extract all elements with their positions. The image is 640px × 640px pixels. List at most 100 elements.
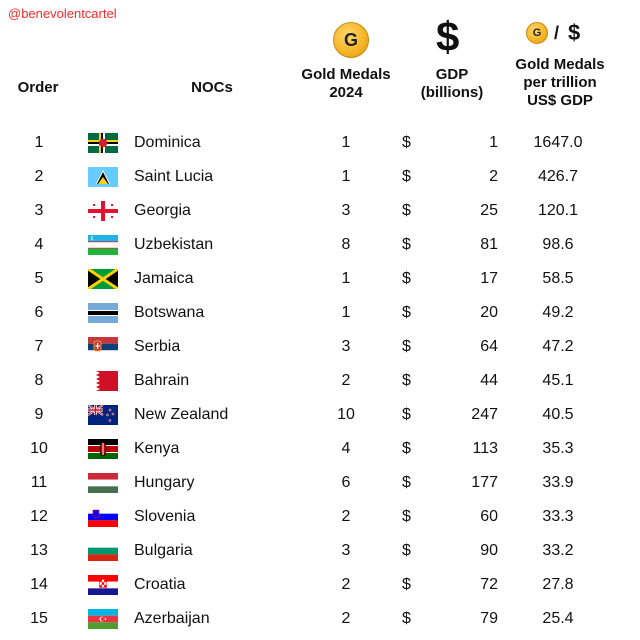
country-name-cell: Saint Lucia xyxy=(134,168,214,185)
gold-medals-cell: 2 xyxy=(341,610,351,627)
currency-symbol: $ xyxy=(402,542,411,559)
botswana-flag-icon xyxy=(88,303,118,323)
new-zealand-flag-icon xyxy=(87,404,118,425)
order-cell: 6 xyxy=(34,304,44,321)
georgia-flag-icon xyxy=(88,201,118,221)
table-row: 11 Hungary 6 $177 33.9 xyxy=(0,466,640,500)
ratio-cell: 98.6 xyxy=(542,236,574,253)
ratio-cell: 35.3 xyxy=(542,440,574,457)
serbia-flag-icon xyxy=(88,337,118,357)
gold-medals-cell: 1 xyxy=(341,270,351,287)
currency-symbol: $ xyxy=(402,202,411,219)
table-row: 2 Saint Lucia 1 $2 426.7 xyxy=(0,160,640,194)
currency-symbol: $ xyxy=(402,474,411,491)
ratio-cell: 47.2 xyxy=(542,338,574,355)
gdp-cell: 17 xyxy=(480,270,498,287)
gold-medals-cell: 8 xyxy=(341,236,351,253)
country-name-cell: Georgia xyxy=(134,202,191,219)
order-cell: 12 xyxy=(30,508,48,525)
gdp-cell: 79 xyxy=(480,610,498,627)
ratio-cell: 120.1 xyxy=(537,202,579,219)
order-cell: 3 xyxy=(34,202,44,219)
order-cell: 8 xyxy=(34,372,44,389)
table-row: 10 Kenya 4 $113 35.3 xyxy=(0,432,640,466)
watermark: @benevolentcartel xyxy=(8,6,117,21)
currency-symbol: $ xyxy=(402,440,411,457)
gdp-cell: 247 xyxy=(471,406,498,423)
kenya-flag-icon xyxy=(88,439,118,459)
gold-medals-cell: 2 xyxy=(341,508,351,525)
ratio-cell: 40.5 xyxy=(542,406,574,423)
country-name-cell: Slovenia xyxy=(134,508,196,525)
country-name-cell: Hungary xyxy=(134,474,195,491)
country-name-cell: Serbia xyxy=(134,338,181,355)
ratio-cell: 27.8 xyxy=(542,576,574,593)
gdp-cell: 81 xyxy=(480,236,498,253)
ratio-cell: 58.5 xyxy=(542,270,574,287)
croatia-flag-icon xyxy=(88,575,118,595)
order-cell: 1 xyxy=(34,134,44,151)
gold-medals-cell: 10 xyxy=(337,406,355,423)
gold-medals-cell: 3 xyxy=(341,202,351,219)
header-gold-line1: Gold Medals xyxy=(301,66,391,83)
table-row: 14 Croatia 2 $72 27.8 xyxy=(0,568,640,602)
gdp-cell: 177 xyxy=(471,474,498,491)
order-cell: 9 xyxy=(34,406,44,423)
header-gdp-line1: GDP xyxy=(435,66,469,83)
currency-symbol: $ xyxy=(402,508,411,525)
currency-symbol: $ xyxy=(402,576,411,593)
bahrain-flag-icon xyxy=(88,371,118,391)
header-ratio-line2: per trillion xyxy=(523,74,597,91)
order-cell: 7 xyxy=(34,338,44,355)
order-cell: 14 xyxy=(30,576,48,593)
ratio-cell: 426.7 xyxy=(537,168,579,185)
ratio-cell: 33.2 xyxy=(542,542,574,559)
order-cell: 13 xyxy=(30,542,48,559)
gdp-cell: 1 xyxy=(489,134,498,151)
country-name-cell: Botswana xyxy=(134,304,205,321)
table-row: 5 Jamaica 1 $17 58.5 xyxy=(0,262,640,296)
country-name-cell: Uzbekistan xyxy=(134,236,214,253)
gold-medal-icon: G xyxy=(333,22,369,58)
gdp-cell: 25 xyxy=(480,202,498,219)
gold-medals-cell: 2 xyxy=(341,372,351,389)
jamaica-flag-icon xyxy=(87,267,119,291)
table-row: 12 Slovenia 2 $60 33.3 xyxy=(0,500,640,534)
gold-medals-cell: 3 xyxy=(341,542,351,559)
gold-medals-cell: 1 xyxy=(341,168,351,185)
dollar-icon: $ xyxy=(436,13,460,60)
header-order: Order xyxy=(17,79,59,96)
currency-symbol: $ xyxy=(402,406,411,423)
header-gdp-line2: (billions) xyxy=(420,84,484,101)
gold-medals-cell: 2 xyxy=(341,576,351,593)
gdp-cell: 72 xyxy=(480,576,498,593)
gold-medals-cell: 1 xyxy=(341,304,351,321)
ratio-cell: 49.2 xyxy=(542,304,574,321)
order-cell: 11 xyxy=(30,474,48,491)
order-cell: 10 xyxy=(30,440,48,457)
table-row: 13 Bulgaria 3 $90 33.2 xyxy=(0,534,640,568)
ratio-cell: 1647.0 xyxy=(533,134,583,151)
currency-symbol: $ xyxy=(402,304,411,321)
country-name-cell: Dominica xyxy=(134,134,201,151)
table-row: 1 Dominica 1 $1 1647.0 xyxy=(0,126,640,160)
hungary-flag-icon xyxy=(88,473,118,493)
slovenia-flag-icon xyxy=(88,507,118,527)
currency-symbol: $ xyxy=(402,168,411,185)
order-cell: 4 xyxy=(34,236,44,253)
gdp-cell: 113 xyxy=(472,440,498,457)
slash-symbol: / xyxy=(554,23,560,43)
table-row: 6 Botswana 1 $20 49.2 xyxy=(0,296,640,330)
table-row: 8 Bahrain 2 $44 45.1 xyxy=(0,364,640,398)
country-name-cell: Kenya xyxy=(134,440,180,457)
header-gold-line2: 2024 xyxy=(329,84,363,101)
currency-symbol: $ xyxy=(402,236,411,253)
country-name-cell: Azerbaijan xyxy=(134,610,210,627)
gold-medal-small-icon: G xyxy=(526,22,548,44)
gold-medals-cell: 4 xyxy=(341,440,351,457)
country-name-cell: Croatia xyxy=(134,576,186,593)
currency-symbol: $ xyxy=(402,338,411,355)
currency-symbol: $ xyxy=(402,372,411,389)
ratio-cell: 33.3 xyxy=(542,508,574,525)
gold-medals-cell: 6 xyxy=(341,474,351,491)
